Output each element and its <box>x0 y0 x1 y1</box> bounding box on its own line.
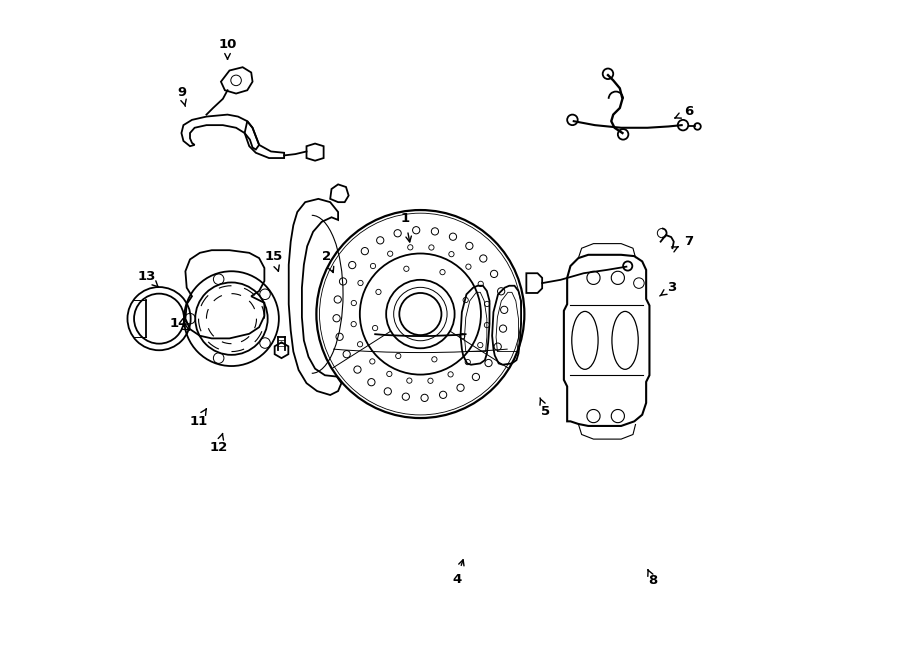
Text: 1: 1 <box>400 212 410 225</box>
Text: 13: 13 <box>138 270 157 283</box>
Text: 4: 4 <box>452 573 461 586</box>
Text: 15: 15 <box>265 251 283 263</box>
Text: 12: 12 <box>209 441 228 454</box>
Text: 10: 10 <box>219 38 237 51</box>
Text: 7: 7 <box>684 235 693 248</box>
Text: 14: 14 <box>169 317 188 330</box>
Text: 6: 6 <box>684 106 693 118</box>
Text: 11: 11 <box>189 415 208 428</box>
Text: 3: 3 <box>667 281 677 294</box>
Text: 5: 5 <box>541 405 550 418</box>
Text: 9: 9 <box>177 86 186 98</box>
Text: 2: 2 <box>322 251 331 263</box>
Text: 8: 8 <box>648 574 657 587</box>
